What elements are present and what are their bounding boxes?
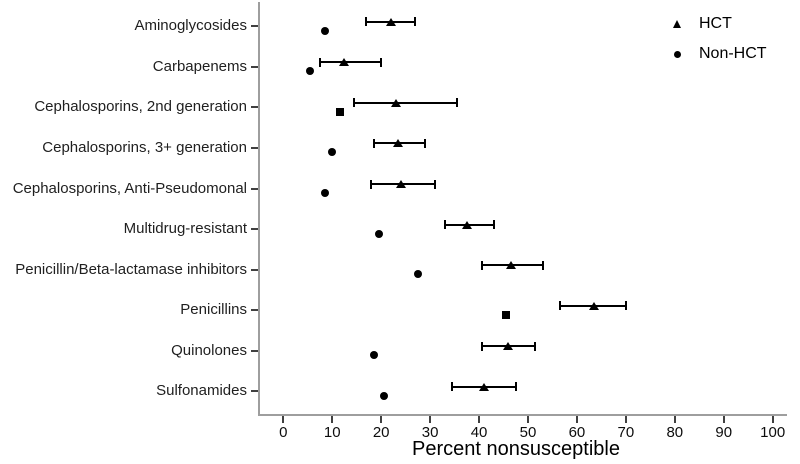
errorbar-cap-left [558, 301, 561, 311]
non-hct-marker [374, 229, 383, 238]
hct-marker [503, 342, 514, 351]
errorbar-line [354, 101, 458, 104]
errorbar-cap-left [443, 220, 446, 230]
category-label: Carbapenems [152, 57, 247, 75]
x-tick-label: 70 [617, 424, 635, 441]
legend-entry-hct: HCT [666, 9, 767, 39]
category-label: Sulfonamides [156, 382, 247, 400]
x-tick-label: 60 [568, 424, 586, 441]
hct-marker [505, 261, 516, 270]
non-hct-marker [320, 189, 329, 197]
y-axis-tick [251, 65, 258, 68]
x-axis-tick [771, 416, 774, 423]
errorbar-cap-left [372, 138, 375, 148]
category-label: Penicillins [180, 301, 247, 319]
category-label: Penicillin/Beta-lactamase inhibitors [15, 260, 247, 278]
circle-icon [673, 50, 681, 58]
x-axis-tick [624, 416, 627, 423]
non-hct-marker [413, 270, 422, 279]
errorbar-cap-left [451, 382, 454, 392]
errorbar-cap-left [365, 17, 368, 27]
non-hct-marker [369, 351, 378, 360]
x-tick-label: 40 [470, 424, 488, 441]
category-label: Quinolones [171, 341, 247, 359]
x-axis-tick [575, 416, 578, 423]
errorbar-cap-right [380, 57, 383, 67]
errorbar-cap-left [480, 260, 483, 270]
x-tick-label: 80 [666, 424, 684, 441]
errorbar-cap-left [353, 98, 356, 108]
x-axis-tick [527, 416, 529, 423]
errorbar-cap-right [414, 17, 417, 27]
x-tick-label: 50 [519, 424, 537, 441]
triangle-icon [673, 20, 681, 28]
y-axis-tick [251, 309, 258, 312]
errorbar-cap-left [319, 57, 321, 67]
errorbar-cap-right [424, 138, 427, 148]
y-axis-tick [251, 187, 258, 190]
legend: HCT Non-HCT [666, 9, 767, 69]
x-tick-label: 90 [715, 424, 733, 441]
non-hct-marker [328, 148, 337, 157]
x-axis-tick [478, 416, 481, 423]
x-tick-label: 20 [372, 424, 390, 441]
errorbar-cap-right [514, 382, 517, 392]
category-label: Aminoglycosides [134, 17, 247, 35]
errorbar-cap-left [480, 341, 483, 351]
x-axis-tick [380, 416, 383, 423]
errorbar-cap-right [456, 98, 459, 108]
hct-marker [339, 58, 350, 67]
legend-marker [666, 20, 688, 28]
non-hct-marker [320, 26, 329, 35]
x-tick-label: 30 [421, 424, 439, 441]
non-hct-marker [306, 67, 315, 76]
non-hct-marker [501, 310, 510, 319]
errorbar-line [320, 61, 382, 64]
category-label: Cephalosporins, 3+ generation [42, 138, 247, 156]
y-axis-line [258, 2, 260, 414]
non-hct-marker [335, 107, 344, 116]
hct-marker [589, 301, 600, 310]
y-axis-tick [251, 349, 258, 352]
x-axis-tick [673, 416, 676, 423]
hct-marker [385, 17, 396, 26]
y-axis-tick [251, 25, 258, 28]
errorbar-cap-right [534, 341, 537, 351]
legend-label-hct: HCT [699, 15, 732, 32]
legend-entry-non-hct: Non-HCT [666, 39, 767, 69]
hct-marker [478, 382, 489, 391]
x-axis-title: Percent nonsusceptible [412, 438, 620, 460]
y-axis-tick [251, 106, 258, 109]
x-tick-label: 100 [760, 424, 786, 441]
hct-marker [390, 98, 401, 107]
category-label: Cephalosporins, Anti-Pseudomonal [12, 179, 247, 197]
errorbar-cap-right [434, 179, 436, 189]
errorbar-cap-left [370, 179, 373, 189]
x-axis-tick [331, 416, 334, 423]
errorbar-cap-right [492, 220, 495, 230]
errorbar-cap-right [541, 260, 544, 270]
x-axis-line [258, 414, 787, 416]
x-axis-tick [722, 416, 725, 423]
x-axis-tick [429, 416, 432, 423]
y-axis-tick [251, 146, 258, 149]
x-tick-label: 0 [279, 424, 288, 441]
errorbar-cap-right [624, 301, 627, 311]
x-tick-label: 10 [323, 424, 341, 441]
hct-marker [393, 139, 404, 148]
y-axis-tick [251, 228, 258, 231]
non-hct-marker [379, 391, 388, 400]
legend-marker [666, 50, 688, 58]
y-axis-tick [251, 390, 258, 393]
legend-label-non-hct: Non-HCT [699, 45, 767, 62]
category-label: Multidrug-resistant [123, 220, 247, 238]
y-axis-tick [251, 268, 258, 271]
category-label: Cephalosporins, 2nd generation [34, 98, 247, 116]
hct-marker [395, 180, 406, 188]
x-axis-tick [282, 416, 285, 423]
hct-marker [461, 220, 472, 229]
